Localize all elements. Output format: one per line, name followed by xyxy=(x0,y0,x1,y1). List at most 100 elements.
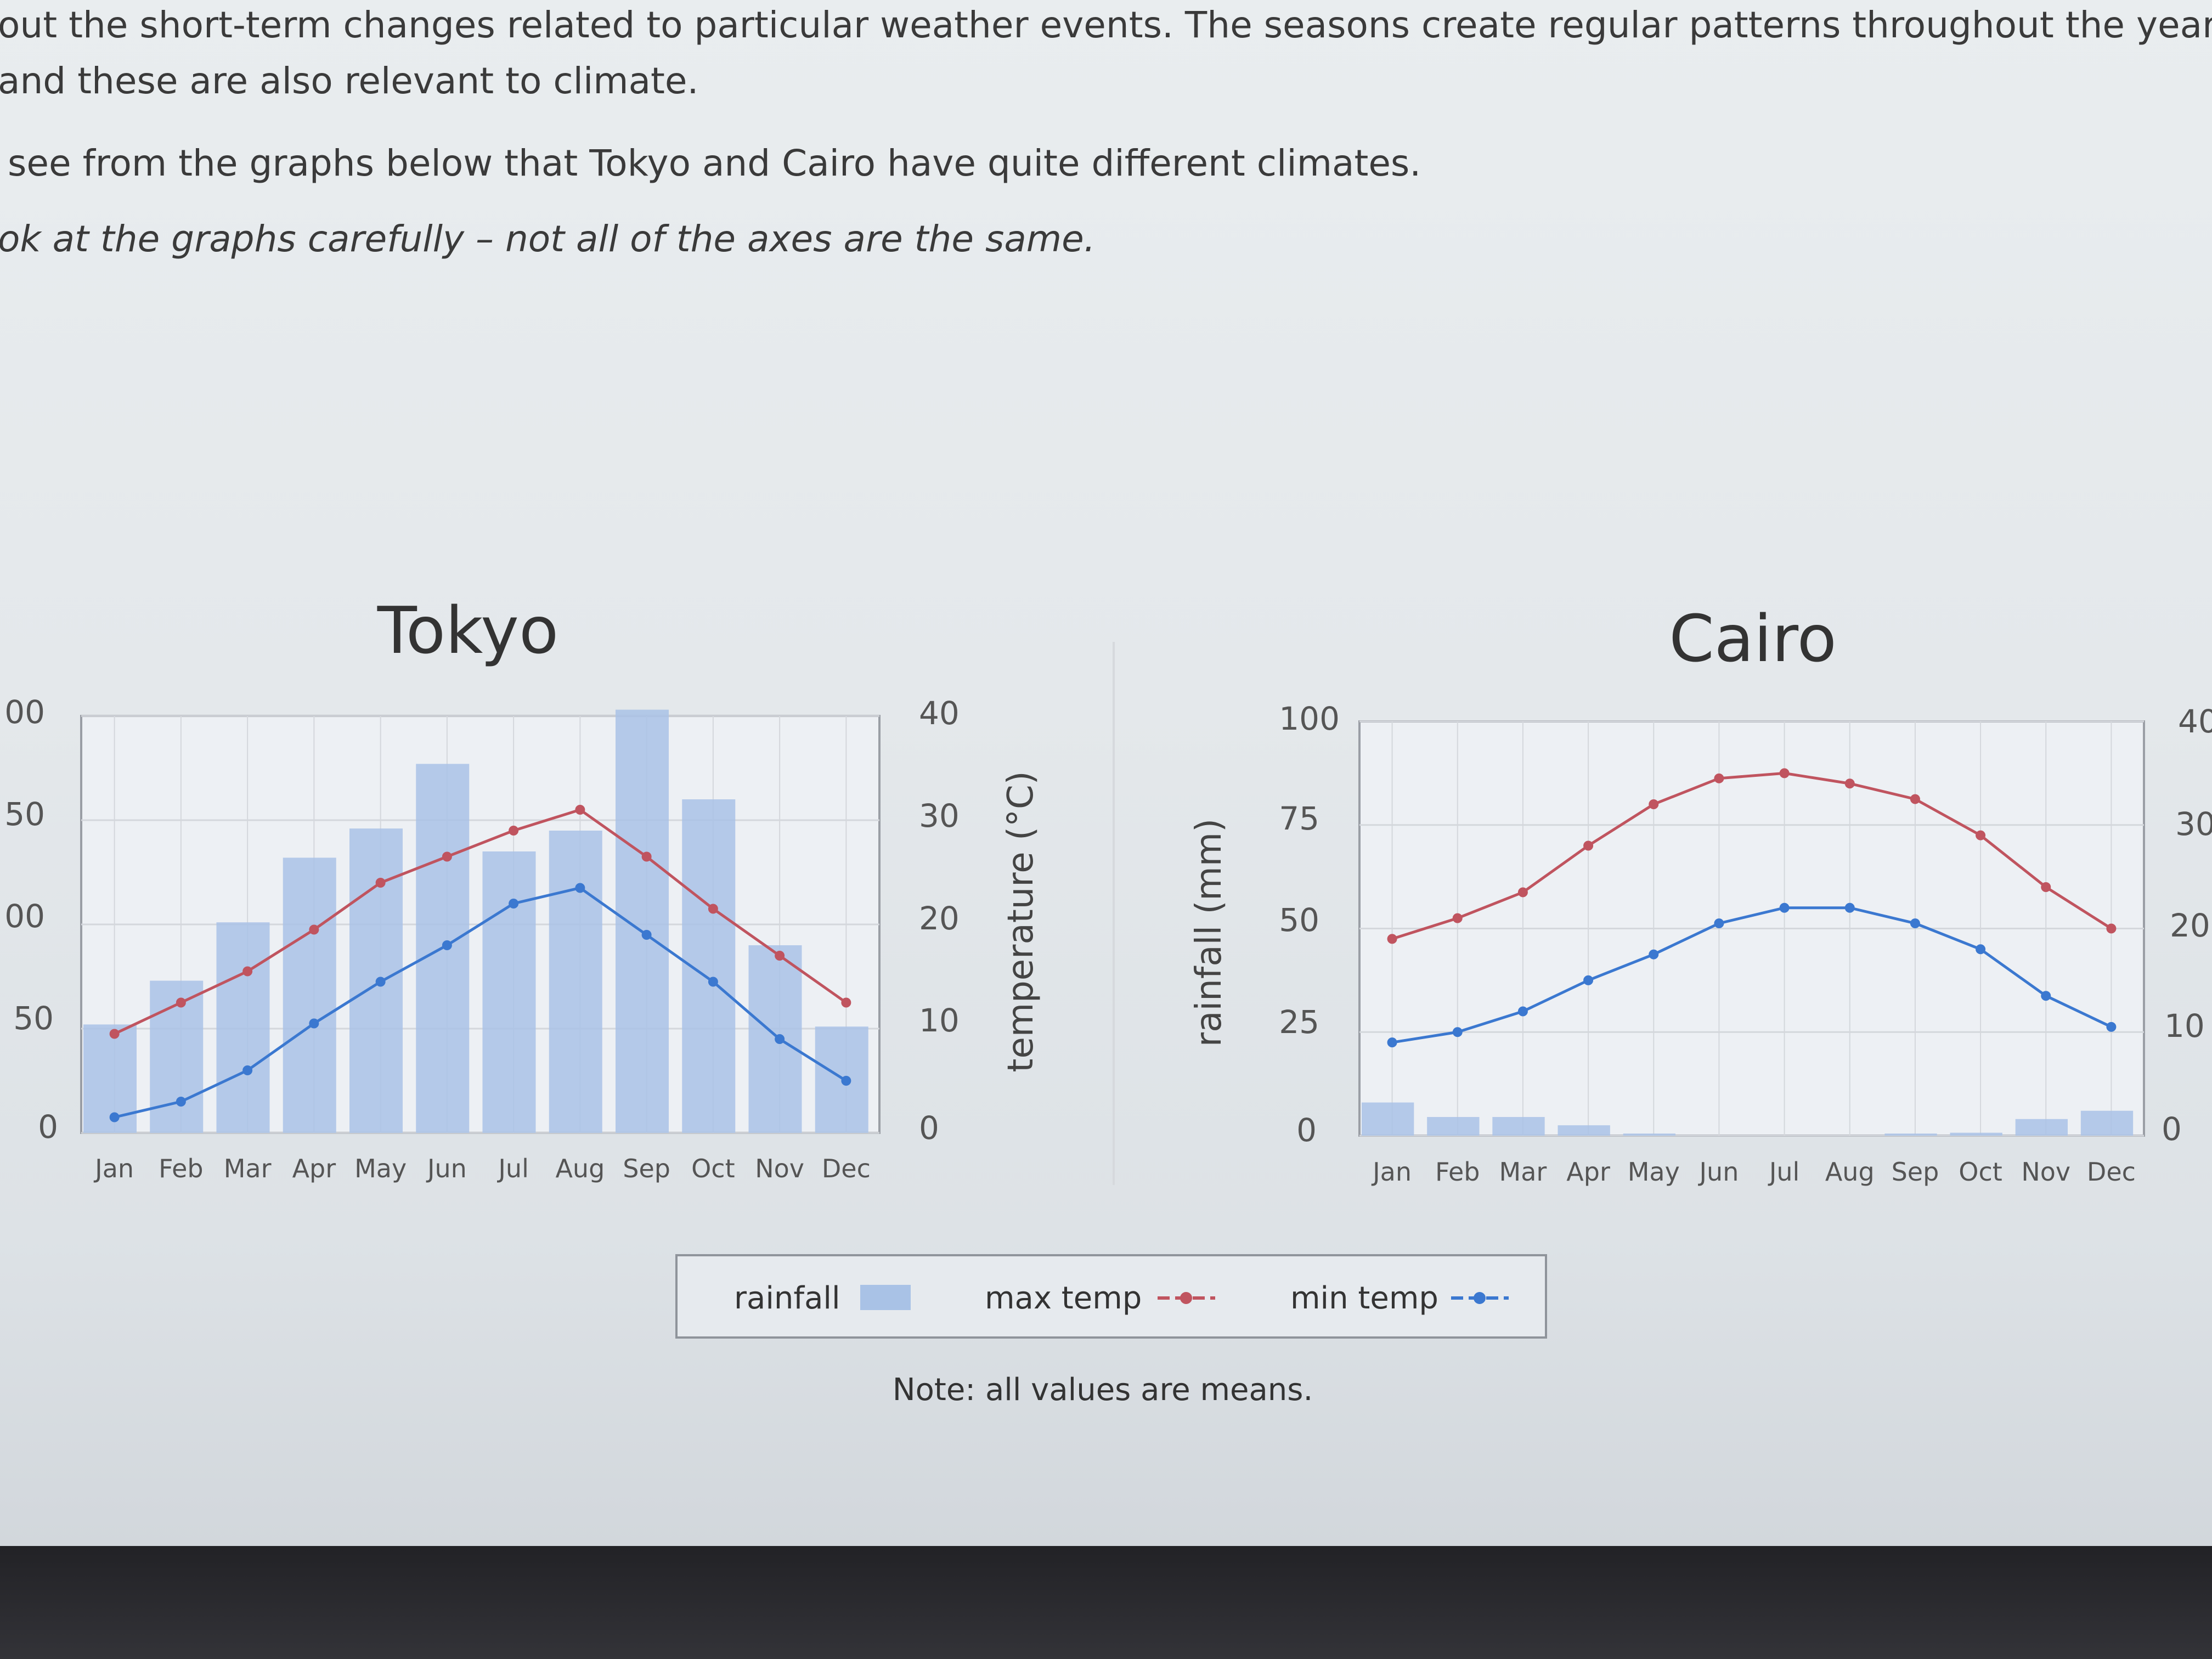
legend-min-temp-marker xyxy=(1451,1292,1509,1304)
tokyo-min-temp-point-mar xyxy=(242,1065,253,1075)
tokyo-temp-tick-10: 10 xyxy=(919,1002,960,1039)
legend: rainfall max temp min temp xyxy=(675,1254,1547,1339)
tokyo-max-temp-point-aug xyxy=(575,805,585,815)
cairo-min-temp-point-jun xyxy=(1714,918,1724,929)
cairo-rain-tick-0: 0 xyxy=(1296,1111,1317,1149)
cairo-month-label-oct: Oct xyxy=(1959,1157,2002,1187)
cairo-rainfall-bar-sep xyxy=(1884,1133,1937,1136)
note-text: Note: all values are means. xyxy=(893,1372,1313,1408)
cairo-month-label-may: May xyxy=(1628,1157,1680,1187)
cairo-temperature-lines xyxy=(1387,768,2117,1048)
cairo-min-temp-line xyxy=(1392,906,2112,1044)
tokyo-month-labels: Jan Feb Mar Apr May Jun Jul Aug Sep Oct Nov Dec xyxy=(93,1154,871,1183)
legend-rainfall-label: rainfall xyxy=(734,1280,840,1316)
cairo-max-temp-line xyxy=(1391,771,2112,940)
tokyo-temp-tick-0: 0 xyxy=(919,1109,939,1147)
tokyo-max-temp-point-dec xyxy=(841,997,851,1008)
cairo-temp-tick-10: 10 xyxy=(2164,1007,2205,1045)
cairo-month-label-feb: Feb xyxy=(1435,1157,1480,1187)
cairo-min-temp-point-apr xyxy=(1583,975,1594,985)
tokyo-rainfall-bar-mar xyxy=(216,922,270,1133)
tokyo-max-temp-line xyxy=(114,808,847,1035)
cairo-month-label-aug: Aug xyxy=(1825,1157,1875,1187)
tokyo-rainfall-ticks: 00 50 00 50 0 xyxy=(4,693,58,1146)
tokyo-month-label-jun: Jun xyxy=(426,1154,467,1183)
tokyo-max-temp-point-may xyxy=(375,878,386,888)
legend-max-temp-marker xyxy=(1158,1292,1215,1304)
tokyo-rainfall-bar-jul xyxy=(482,851,536,1133)
cairo-temp-tick-30: 30 xyxy=(2175,805,2212,843)
cairo-max-temp-point-apr xyxy=(1583,840,1594,851)
cairo-month-label-sep: Sep xyxy=(1892,1157,1939,1187)
cairo-min-temp-point-aug xyxy=(1844,902,1855,913)
tokyo-temp-tick-30: 30 xyxy=(919,797,960,834)
tokyo-rainfall-bars xyxy=(83,709,868,1133)
cairo-rain-tick-75: 75 xyxy=(1279,800,1319,837)
tokyo-rainfall-bar-sep xyxy=(616,709,669,1133)
cairo-max-temp-point-jun xyxy=(1714,773,1724,783)
cairo-month-label-jul: Jul xyxy=(1768,1157,1800,1187)
cairo-min-temp-point-oct xyxy=(1976,944,1986,955)
cairo-min-temp-point-dec xyxy=(2106,1022,2117,1032)
tokyo-max-temp-point-sep xyxy=(641,851,652,862)
tokyo-chart: Tokyo 00 50 00 50 0 40 30 20 10 0 temper… xyxy=(4,592,1041,1183)
cairo-month-label-nov: Nov xyxy=(2021,1157,2070,1187)
cairo-min-temp-point-sep xyxy=(1910,918,1920,929)
cairo-rainfall-axis-label: rainfall (mm) xyxy=(1189,819,1229,1047)
tokyo-min-temp-point-may xyxy=(375,977,386,987)
paragraph-line-1: out the short-term changes related to pa… xyxy=(0,4,2212,46)
tokyo-month-label-aug: Aug xyxy=(555,1154,605,1183)
tokyo-rain-tick-100: 00 xyxy=(4,898,45,935)
cairo-temp-tick-40: 40 xyxy=(2178,703,2212,740)
tokyo-month-label-mar: Mar xyxy=(224,1154,272,1183)
cairo-month-labels: Jan Feb Mar Apr May Jun Jul Aug Sep Oct Nov Dec xyxy=(1371,1157,2136,1187)
cairo-max-temp-point-feb xyxy=(1452,913,1463,923)
tokyo-temp-tick-20: 20 xyxy=(919,900,960,937)
cairo-max-temp-point-nov xyxy=(2041,882,2051,892)
tokyo-min-temp-point-sep xyxy=(641,930,652,940)
tokyo-month-label-apr: Apr xyxy=(292,1154,336,1183)
tokyo-max-temp-point-feb xyxy=(176,997,186,1008)
cairo-rainfall-bar-nov xyxy=(2015,1119,2068,1136)
cairo-rainfall-bar-oct xyxy=(1950,1132,2002,1136)
cairo-month-label-jun: Jun xyxy=(1697,1157,1739,1187)
cairo-temp-tick-20: 20 xyxy=(2170,907,2210,944)
cairo-month-label-jan: Jan xyxy=(1371,1157,1412,1187)
cairo-chart: Cairo rainfall (mm) 100 75 50 25 0 40 30… xyxy=(1189,601,2212,1187)
tokyo-rain-tick-200: 00 xyxy=(4,693,45,731)
tokyo-rain-tick-150: 50 xyxy=(4,795,45,833)
tokyo-temperature-axis-label: temperature (°C) xyxy=(1001,771,1041,1072)
cairo-rainfall-bar-dec xyxy=(2080,1110,2134,1136)
screen: out the short-term changes related to pa… xyxy=(0,0,2212,1546)
cairo-max-temp-point-dec xyxy=(2106,923,2117,934)
cairo-rainfall-bar-mar xyxy=(1492,1117,1545,1136)
tokyo-temperature-ticks: 40 30 20 10 0 xyxy=(919,695,960,1147)
cairo-max-temp-point-oct xyxy=(1976,830,1986,840)
tokyo-max-temp-point-apr xyxy=(309,924,319,935)
cairo-min-temp-point-jul xyxy=(1779,902,1790,913)
tokyo-temperature-lines xyxy=(109,805,851,1122)
monitor-bezel xyxy=(0,1546,2212,1659)
cairo-max-temp-point-jul xyxy=(1779,768,1790,778)
cairo-title: Cairo xyxy=(1669,601,1837,676)
cairo-min-temp-point-may xyxy=(1649,949,1659,960)
cairo-max-temp-point-may xyxy=(1649,799,1659,809)
cairo-rainfall-bar-may xyxy=(1623,1133,1675,1136)
tokyo-rain-tick-0: 0 xyxy=(38,1108,58,1146)
cairo-temp-tick-0: 0 xyxy=(2162,1110,2182,1148)
cairo-max-temp-point-aug xyxy=(1844,778,1855,789)
cairo-min-temp-point-mar xyxy=(1517,1006,1528,1017)
tokyo-rainfall-bar-apr xyxy=(283,857,336,1133)
cairo-min-temp-point-feb xyxy=(1452,1027,1463,1037)
tokyo-month-label-may: May xyxy=(354,1154,407,1183)
tokyo-min-temp-point-jul xyxy=(509,899,519,909)
tokyo-min-temp-point-oct xyxy=(708,977,718,987)
tokyo-month-label-nov: Nov xyxy=(755,1154,804,1183)
cairo-rainfall-bar-jan xyxy=(1362,1102,1414,1136)
legend-min-temp-label: min temp xyxy=(1290,1280,1438,1316)
tokyo-temp-tick-40: 40 xyxy=(919,695,960,732)
cairo-rainfall-ticks: 100 75 50 25 0 xyxy=(1279,700,1340,1149)
paragraph-line-2: and these are also relevant to climate. xyxy=(0,60,699,102)
cairo-month-label-mar: Mar xyxy=(1499,1157,1547,1187)
tokyo-min-temp-point-aug xyxy=(575,883,585,893)
